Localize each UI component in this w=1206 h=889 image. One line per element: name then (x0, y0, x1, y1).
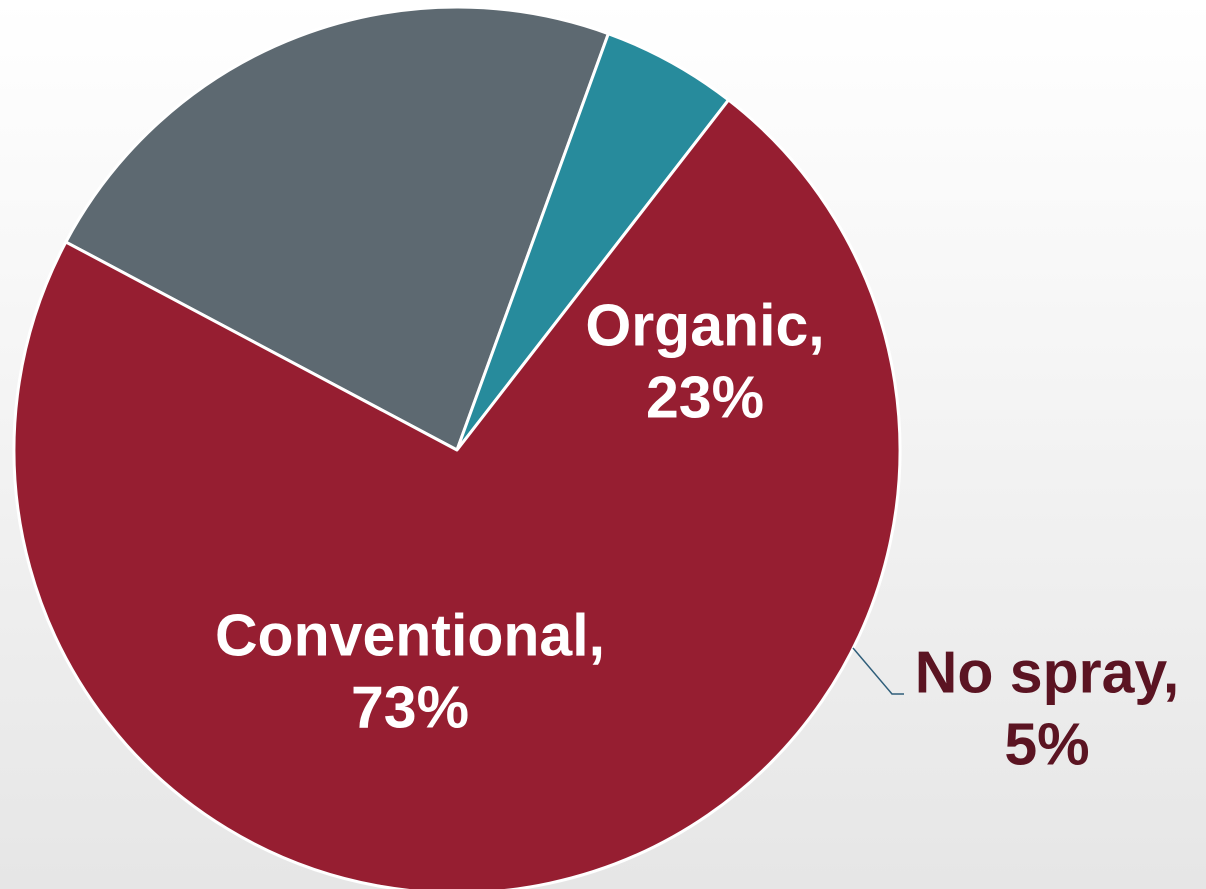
slice-labels: Organic,23% No spray,5% Conventional,73% (215, 293, 1179, 778)
slice-label-name: No spray, (915, 640, 1180, 706)
slice-label-percent: 5% (1004, 712, 1089, 778)
slice-label-percent: 23% (646, 365, 764, 431)
slice-label-percent: 73% (351, 675, 469, 741)
slice-label-name: Organic, (585, 293, 824, 359)
pie-slice-conventional (12, 98, 902, 889)
pie-slices (12, 5, 902, 889)
leader-lines (852, 647, 904, 695)
pie-slice-organic (64, 5, 610, 452)
leader-line-no-spray (852, 647, 904, 695)
slice-label-name: Conventional, (215, 603, 605, 669)
